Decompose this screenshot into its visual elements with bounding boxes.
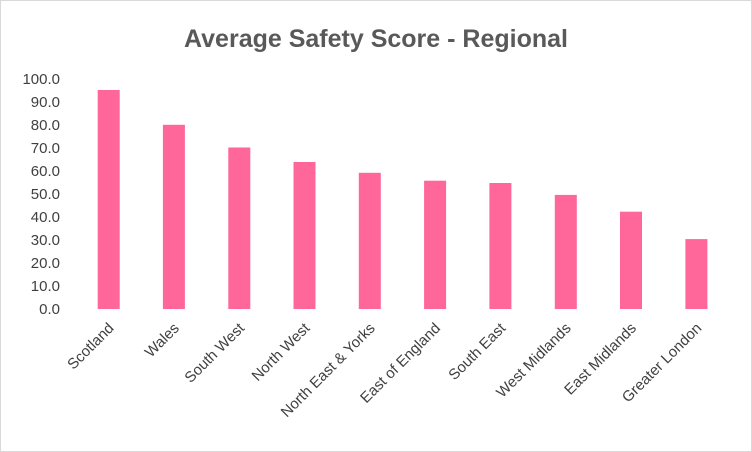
x-tick-label: South East	[445, 319, 509, 383]
y-tick-label: 30.0	[31, 232, 60, 249]
bar	[554, 194, 577, 309]
bar	[228, 147, 251, 309]
bar	[620, 211, 642, 309]
bar	[685, 239, 708, 309]
y-tick-label: 90.0	[31, 94, 60, 111]
y-tick-label: 50.0	[31, 186, 60, 203]
y-tick-label: 100.0	[22, 71, 60, 88]
x-tick-label: Scotland	[64, 320, 117, 373]
y-tick-label: 20.0	[31, 255, 60, 272]
y-tick-label: 0.0	[39, 301, 60, 318]
y-tick-label: 60.0	[31, 163, 60, 180]
bar	[162, 124, 185, 309]
bar	[489, 183, 512, 309]
y-tick-label: 10.0	[31, 278, 60, 295]
x-tick-label: North West	[249, 319, 314, 384]
bar	[293, 162, 316, 309]
chart-title: Average Safety Score - Regional	[184, 25, 568, 53]
y-axis: 0.0 10.0 20.0 30.0 40.0 50.0 60.0 70.0 80.0 90.0 1…	[22, 71, 60, 318]
bar	[424, 180, 447, 309]
x-tick-label: Wales	[142, 320, 183, 361]
bar	[97, 90, 120, 309]
x-tick-label: South West	[181, 319, 248, 386]
bars-group	[97, 90, 708, 309]
y-tick-label: 80.0	[31, 117, 60, 134]
bar	[358, 172, 381, 309]
y-tick-label: 40.0	[31, 209, 60, 226]
y-tick-label: 70.0	[31, 140, 60, 157]
